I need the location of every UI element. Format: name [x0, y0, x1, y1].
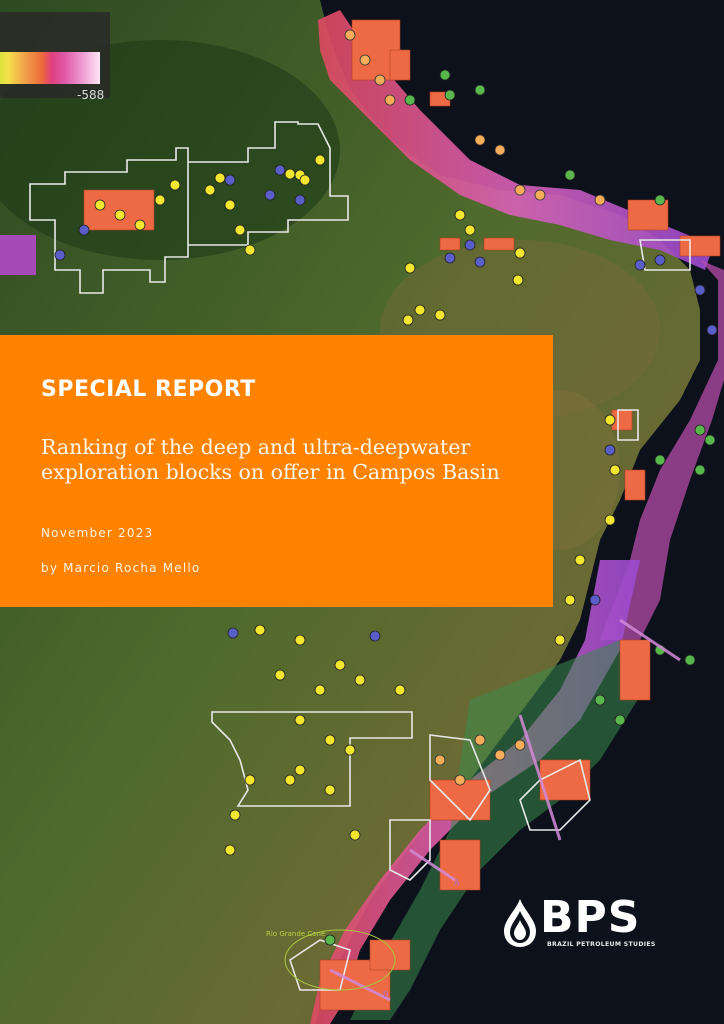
logo-tagline: BRAZIL PETROLEUM STUDIES	[547, 941, 656, 948]
map-label-section-a: A	[454, 878, 460, 887]
depth-color-legend: -588	[0, 12, 110, 102]
report-author: by Marcio Rocha Mello	[41, 561, 201, 575]
bps-logo: BPS BRAZIL PETROLEUM STUDIES	[502, 892, 662, 956]
report-date: November 2023	[41, 526, 154, 540]
report-kicker: SPECIAL REPORT	[41, 377, 256, 402]
color-scale-bar	[0, 52, 100, 84]
logo-wordmark: BPS	[540, 892, 641, 943]
map-label-section-b: B	[383, 990, 389, 999]
map-label-rio-grande-cone: Rio Grande Cone	[266, 930, 326, 938]
report-title: Ranking of the deep and ultra-deepwater …	[41, 435, 500, 484]
oil-drop-icon	[504, 899, 536, 947]
legend-min-value: -588	[77, 88, 105, 102]
report-title-banner: SPECIAL REPORT Ranking of the deep and u…	[0, 335, 553, 607]
